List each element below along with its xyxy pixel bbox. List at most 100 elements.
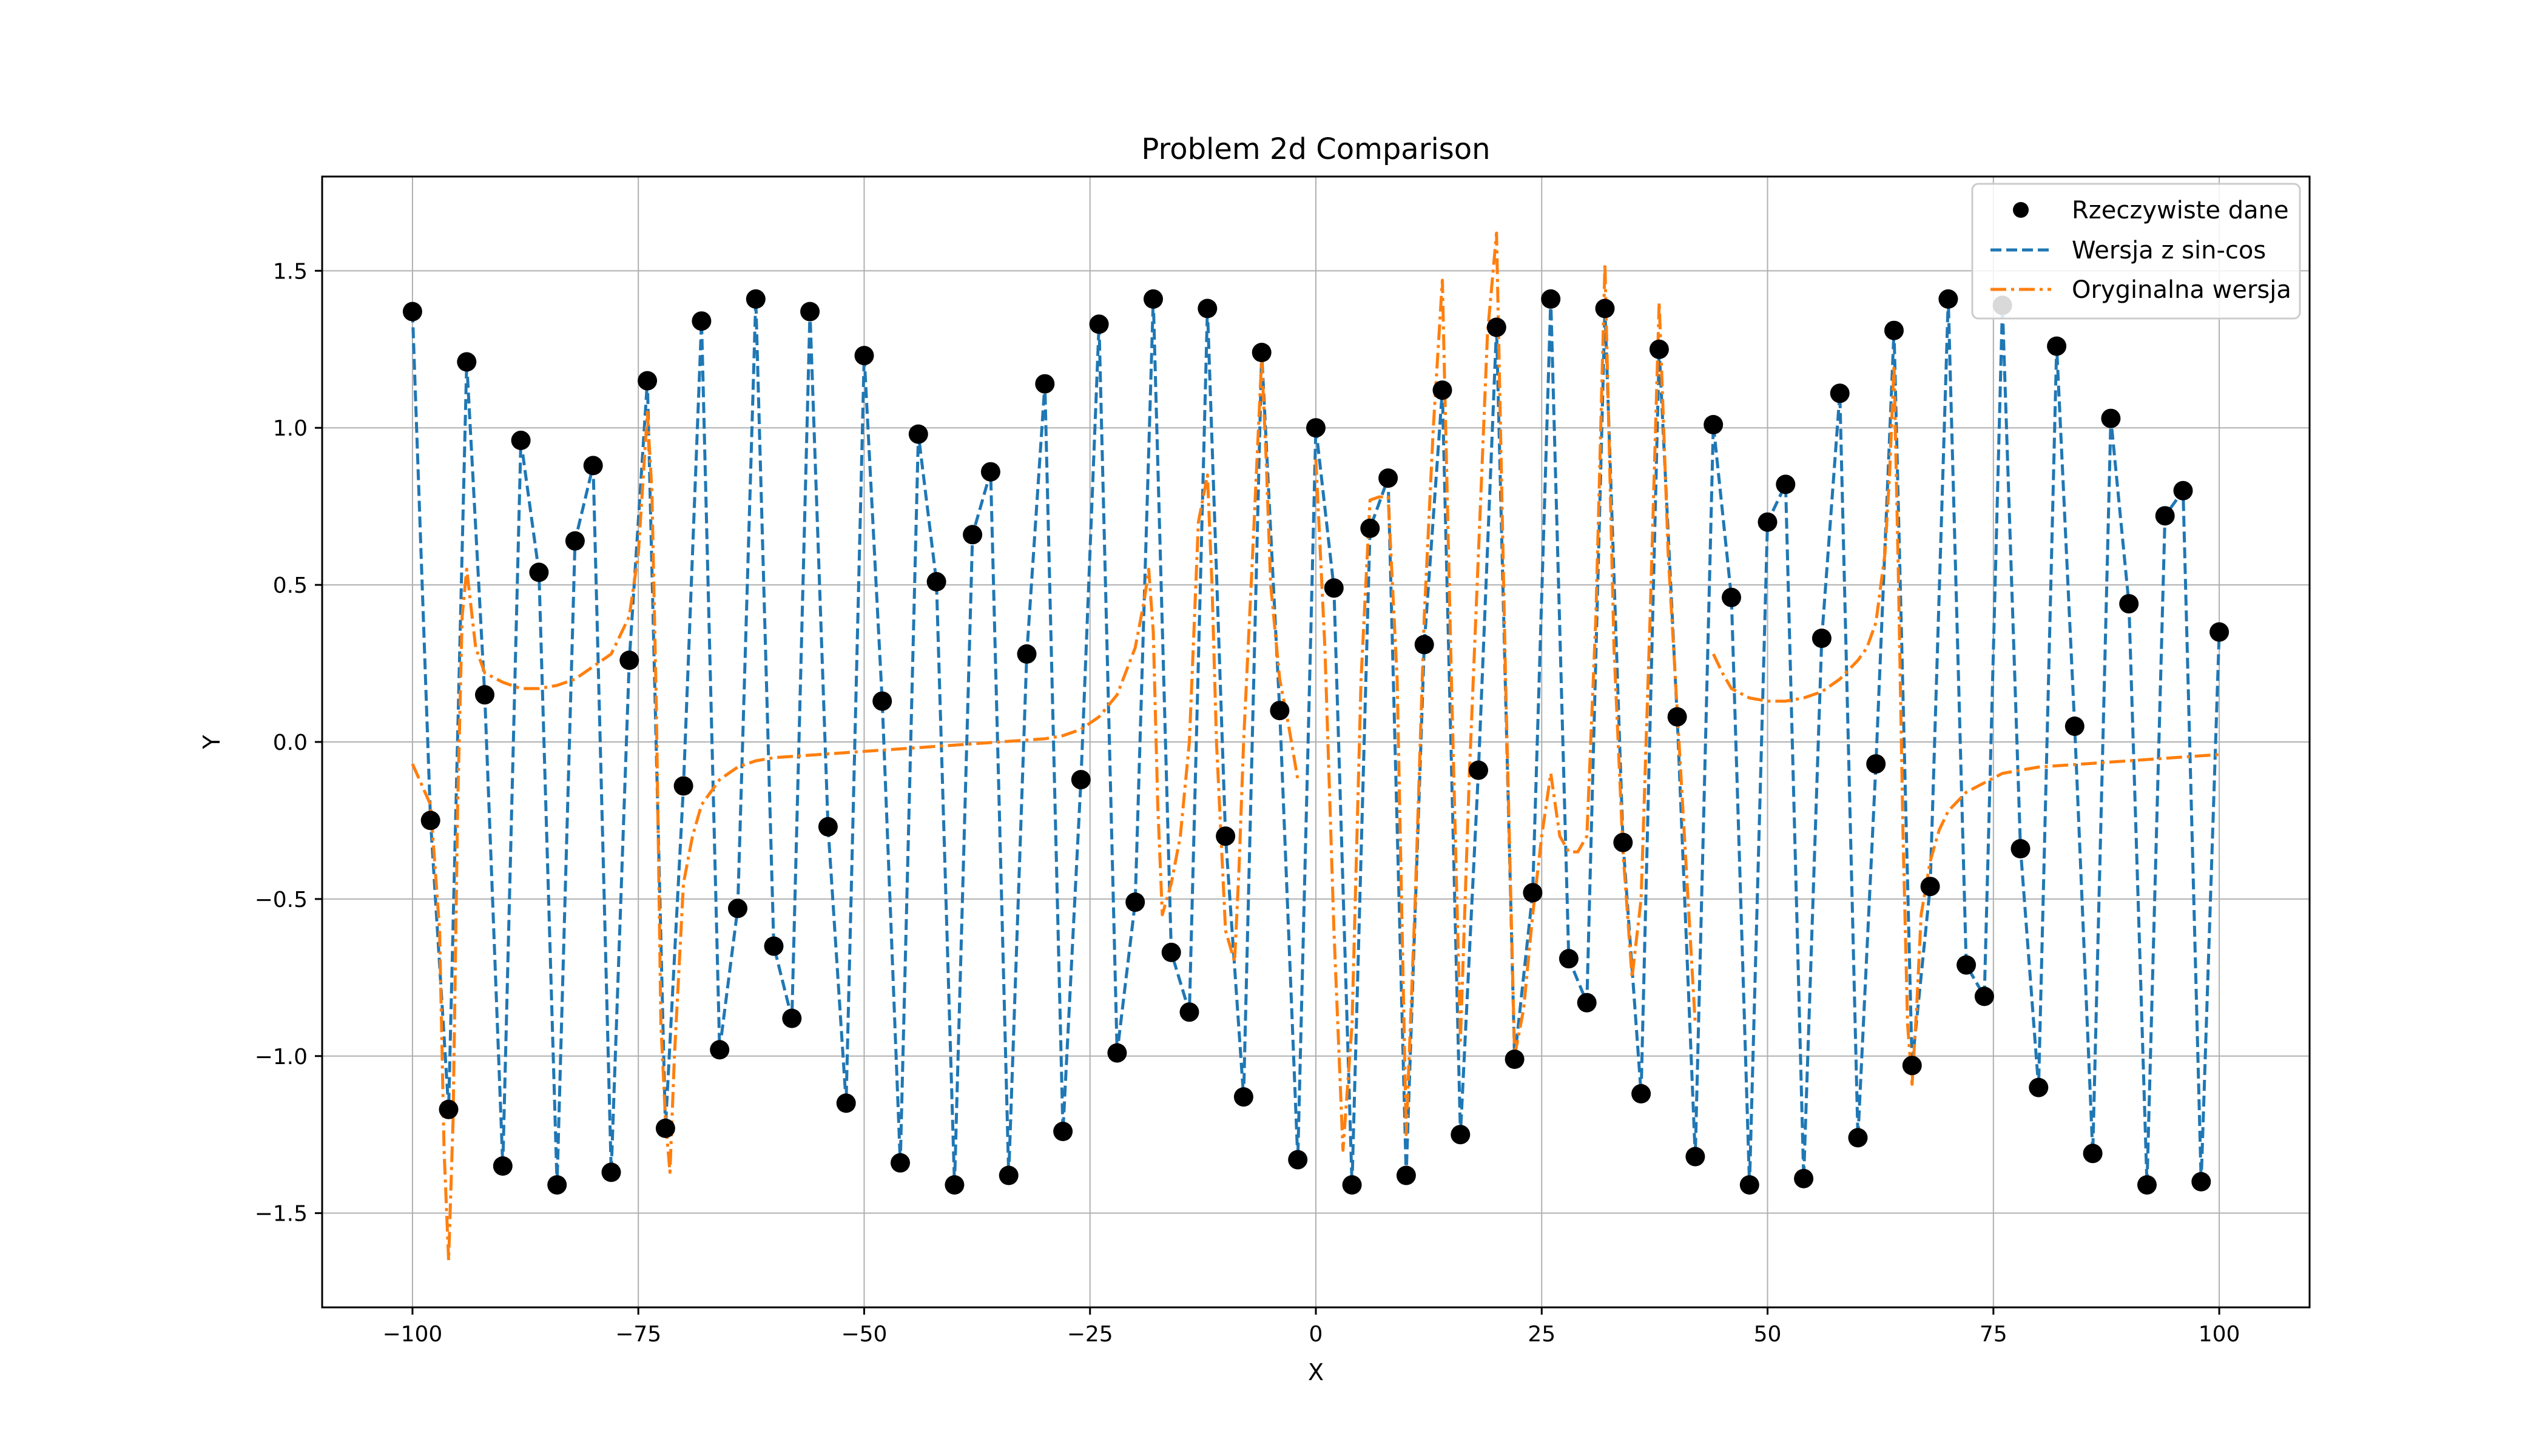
data-point: [1035, 374, 1055, 394]
data-point: [1071, 770, 1091, 790]
data-point: [1414, 635, 1434, 655]
series-layer: [402, 231, 2230, 1262]
data-point: [1577, 993, 1597, 1013]
data-point: [2191, 1171, 2211, 1191]
data-point: [980, 462, 1000, 482]
data-point: [1053, 1122, 1073, 1141]
data-point: [1432, 380, 1452, 400]
data-point: [728, 898, 747, 918]
data-point: [963, 525, 983, 545]
data-point: [710, 1040, 730, 1060]
data-point: [2119, 594, 2139, 614]
x-tick-label: 100: [2199, 1322, 2240, 1347]
data-point: [1089, 314, 1109, 334]
legend-label-rzeczywiste-dane: Rzeczywiste dane: [2072, 197, 2289, 224]
data-point: [475, 685, 494, 705]
y-tick-label: 0.5: [273, 573, 308, 598]
data-point: [692, 311, 712, 331]
x-axis-label: X: [1308, 1359, 1324, 1386]
data-point: [1884, 320, 1904, 340]
data-point: [1595, 298, 1615, 318]
data-point: [583, 456, 603, 476]
data-point: [1704, 415, 1724, 434]
data-point: [1541, 289, 1561, 309]
y-tick-label: −1.0: [255, 1045, 308, 1070]
data-point: [1667, 707, 1687, 727]
legend-label-wersja-z-sin-cos: Wersja z sin-cos: [2072, 237, 2266, 265]
data-point: [2047, 336, 2067, 356]
y-tick-label: 1.0: [273, 416, 308, 441]
data-point: [1902, 1056, 1922, 1076]
data-point: [854, 346, 874, 366]
series-line-oryginalna-wersja: [1711, 363, 2220, 1086]
data-point: [1270, 701, 1290, 721]
data-point: [1396, 1165, 1416, 1185]
data-point: [1920, 877, 1940, 897]
data-point: [655, 1118, 675, 1138]
data-point: [1866, 754, 1886, 774]
data-point: [1613, 832, 1633, 852]
data-point: [1107, 1043, 1127, 1063]
data-point: [2101, 408, 2121, 428]
x-tick-label: 0: [1309, 1322, 1323, 1347]
data-point: [1830, 383, 1850, 403]
data-point: [2029, 1077, 2049, 1097]
data-point: [529, 562, 549, 582]
data-point: [800, 302, 820, 322]
data-point: [891, 1153, 910, 1173]
data-point: [1161, 942, 1181, 962]
data-point: [1505, 1050, 1525, 1069]
legend-box: [1971, 183, 2301, 320]
data-point: [2155, 506, 2175, 526]
series-line-oryginalna-wersja: [1314, 231, 1697, 1152]
data-point: [402, 302, 422, 322]
data-point: [1631, 1084, 1651, 1104]
x-tick-label: −100: [382, 1322, 442, 1347]
data-point: [1360, 518, 1380, 538]
data-point: [1758, 512, 1778, 532]
data-point: [836, 1093, 856, 1113]
data-point: [2209, 622, 2230, 642]
data-point: [1469, 760, 1488, 780]
data-point: [1794, 1168, 1814, 1188]
data-point: [1233, 1087, 1253, 1107]
data-point: [2137, 1175, 2157, 1195]
data-point: [1198, 298, 1218, 318]
data-point: [1649, 339, 1669, 359]
data-point: [1812, 629, 1832, 649]
data-point: [1125, 892, 1145, 912]
data-point: [1017, 644, 1037, 664]
data-point: [2064, 716, 2085, 736]
data-point: [638, 371, 658, 391]
chart-title: Problem 2d Comparison: [1141, 132, 1490, 166]
x-tick-label: 75: [1980, 1322, 2007, 1347]
data-point: [999, 1165, 1019, 1185]
data-point: [1451, 1125, 1471, 1145]
data-point: [565, 531, 585, 551]
data-point: [601, 1162, 621, 1182]
x-tick-label: 50: [1754, 1322, 1782, 1347]
x-tick-label: −25: [1067, 1322, 1113, 1347]
data-point: [457, 352, 477, 372]
data-point: [926, 571, 946, 592]
data-point: [619, 650, 639, 670]
data-point: [1288, 1150, 1308, 1170]
y-tick-label: 0.0: [273, 730, 308, 755]
data-point: [1848, 1128, 1868, 1148]
data-point: [1559, 949, 1579, 969]
data-point: [1252, 343, 1272, 362]
data-point: [1938, 289, 1958, 309]
data-point: [1144, 289, 1163, 309]
data-point: [2173, 480, 2193, 500]
data-point: [1523, 883, 1543, 903]
data-point: [746, 289, 766, 309]
data-point: [1306, 418, 1326, 438]
data-point: [1776, 474, 1796, 494]
data-point: [1342, 1175, 1362, 1195]
data-point: [420, 811, 440, 831]
x-tick-label: −50: [841, 1322, 887, 1347]
data-point: [1739, 1175, 1759, 1195]
data-point: [1216, 826, 1236, 846]
legend-marker-rzeczywiste-dane: [2013, 202, 2029, 218]
